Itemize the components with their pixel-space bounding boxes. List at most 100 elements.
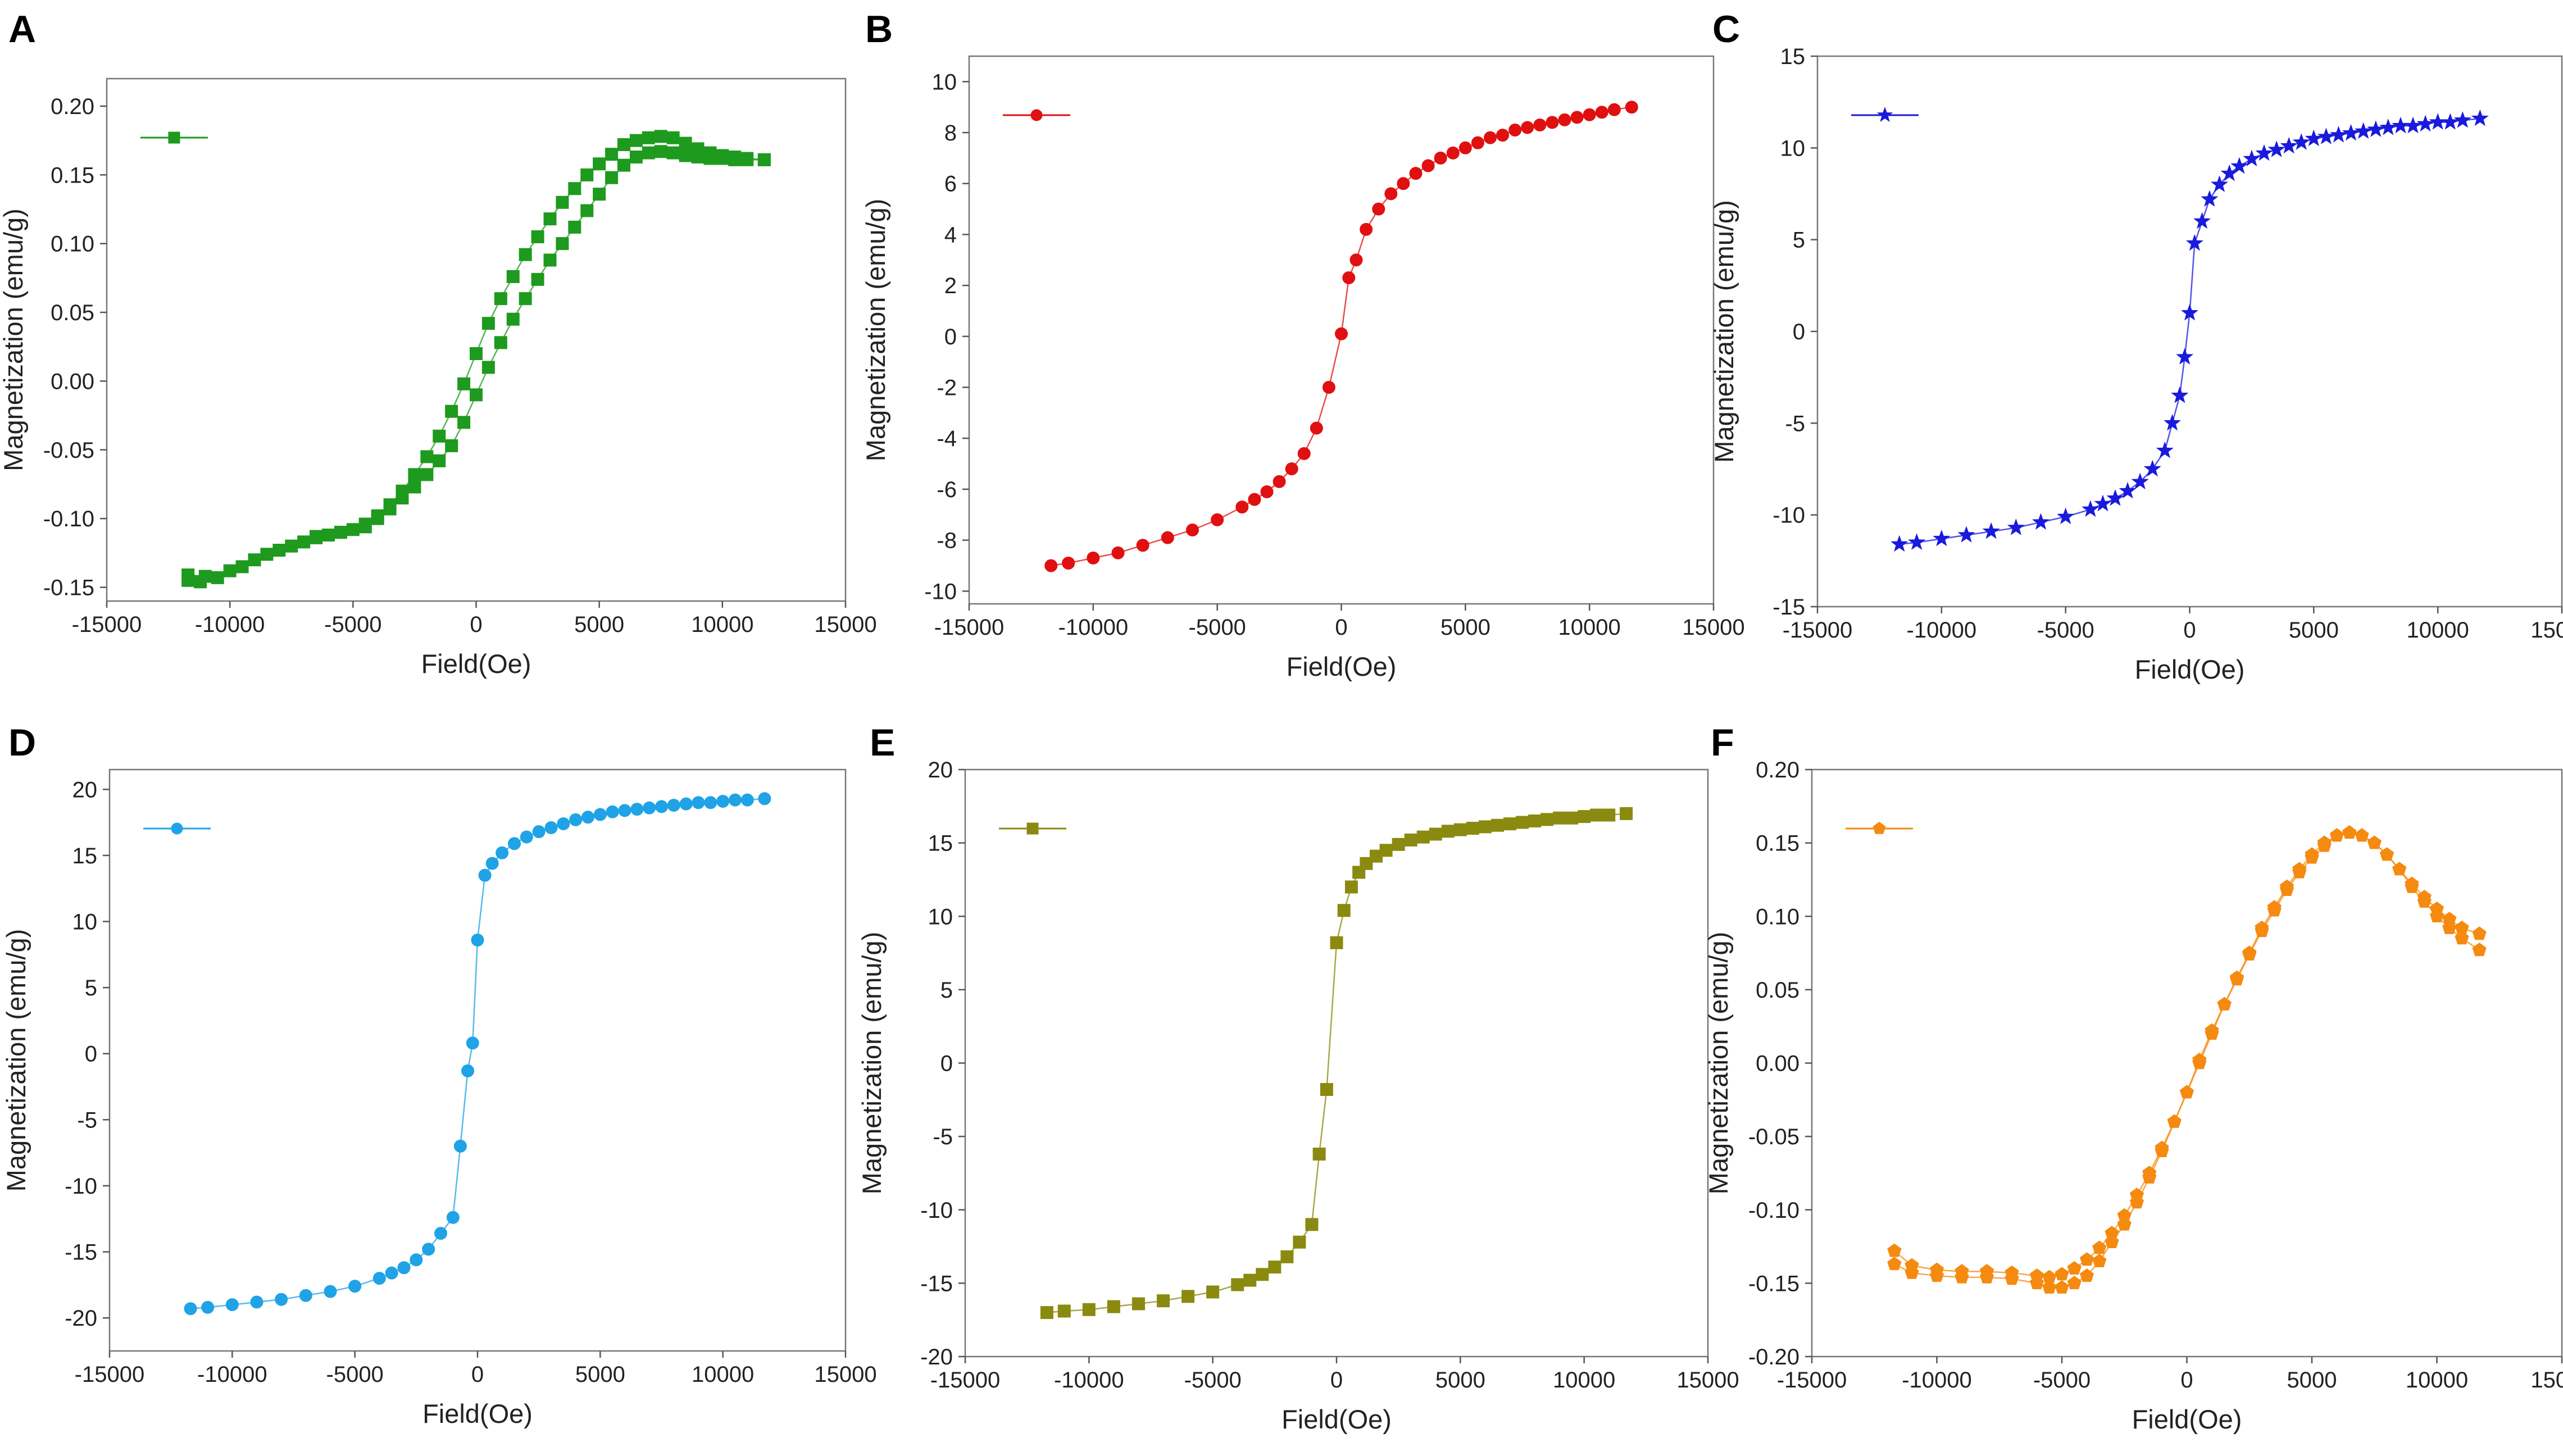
data-point bbox=[2131, 472, 2149, 490]
data-point bbox=[1379, 844, 1393, 857]
data-point bbox=[466, 1036, 479, 1050]
data-point bbox=[1496, 129, 1510, 142]
panel-a: A -15000 -10000 -5000 0 5000 10000 15000 -0.15 -0… bbox=[0, 8, 877, 679]
data-point bbox=[1434, 151, 1447, 165]
data-point bbox=[2329, 126, 2348, 143]
data-point bbox=[568, 220, 581, 234]
data-point bbox=[445, 439, 458, 452]
y-tick-label: 0.10 bbox=[51, 232, 94, 257]
data-point bbox=[348, 1280, 362, 1293]
legend-marker bbox=[1030, 109, 1043, 121]
y-tick-label: -0.15 bbox=[43, 576, 94, 600]
y-tick-label: 0 bbox=[85, 1042, 97, 1067]
data-point bbox=[1533, 118, 1547, 131]
data-point bbox=[2255, 923, 2269, 938]
data-point bbox=[1062, 556, 1075, 570]
y-tick-label: 0.15 bbox=[51, 163, 94, 188]
data-point bbox=[1235, 501, 1249, 514]
y-tick-label: -4 bbox=[937, 426, 957, 451]
data-point bbox=[2042, 1270, 2057, 1284]
data-point bbox=[481, 361, 495, 374]
y-tick-label: 0 bbox=[940, 1052, 953, 1076]
data-point bbox=[1082, 1303, 1096, 1316]
data-point bbox=[1887, 1243, 1902, 1257]
data-point bbox=[485, 857, 499, 870]
data-point bbox=[1330, 936, 1343, 949]
data-point bbox=[2367, 835, 2382, 849]
y-tick-label: -6 bbox=[937, 477, 957, 502]
y-tick-label: 10 bbox=[1780, 136, 1806, 161]
plot-area bbox=[106, 78, 847, 602]
data-point bbox=[1521, 121, 1534, 134]
data-point bbox=[2305, 129, 2323, 147]
data-point bbox=[605, 148, 619, 161]
x-tick-label: -10000 bbox=[195, 612, 265, 637]
y-tick-label: -8 bbox=[937, 529, 957, 553]
data-point bbox=[457, 416, 471, 429]
y-axis-label: Magnetization (emu/g) bbox=[1, 929, 31, 1192]
data-point bbox=[272, 543, 286, 557]
data-point bbox=[310, 531, 323, 544]
y-tick-label: -15 bbox=[65, 1240, 97, 1265]
data-point bbox=[2117, 1208, 2132, 1222]
data-point bbox=[2367, 120, 2385, 137]
data-point bbox=[531, 272, 544, 286]
data-point bbox=[1186, 523, 1199, 536]
data-point bbox=[629, 151, 643, 163]
panel-d: D -15000 -10000 -5000 0 5000 10000 15000 -20 -15 -… bbox=[1, 721, 877, 1428]
y-tick-label: 4 bbox=[944, 222, 957, 247]
y-tick-label: -10 bbox=[1773, 503, 1805, 528]
data-point bbox=[618, 804, 631, 817]
data-point bbox=[494, 292, 507, 306]
data-point bbox=[372, 1272, 386, 1285]
data-point bbox=[704, 796, 717, 809]
data-point bbox=[445, 404, 458, 418]
data-point bbox=[716, 149, 729, 162]
data-point bbox=[1161, 531, 1174, 544]
data-point bbox=[729, 793, 742, 807]
y-tick-label: 0.15 bbox=[1756, 831, 1799, 856]
data-point bbox=[2229, 972, 2244, 986]
data-point bbox=[1107, 1300, 1120, 1313]
x-axis-label: Field(Oe) bbox=[421, 649, 531, 679]
data-point bbox=[1181, 1290, 1195, 1303]
data-point bbox=[666, 146, 680, 160]
data-point bbox=[385, 1266, 398, 1280]
data-point bbox=[1111, 546, 1125, 559]
data-point bbox=[1297, 447, 1311, 460]
y-tick-label: 2 bbox=[944, 274, 957, 298]
data-point bbox=[461, 1064, 475, 1077]
data-point bbox=[434, 1227, 447, 1240]
data-point bbox=[1157, 1294, 1170, 1308]
x-tick-label: -5000 bbox=[2033, 1368, 2091, 1393]
data-point bbox=[410, 1253, 423, 1267]
data-point bbox=[2156, 442, 2174, 458]
data-point bbox=[397, 1261, 411, 1275]
data-point bbox=[1273, 475, 1286, 488]
data-point bbox=[568, 182, 581, 195]
x-tick-label: -5000 bbox=[1184, 1368, 1242, 1393]
data-point bbox=[2342, 825, 2357, 839]
data-point bbox=[1516, 816, 1529, 829]
data-point bbox=[2255, 144, 2273, 161]
panel-f: F -15000 -10000 -5000 0 5000 10000 15000 -0.20 -0… bbox=[1703, 721, 2563, 1434]
x-tick-label: -15000 bbox=[75, 1362, 145, 1387]
data-point bbox=[2416, 115, 2434, 132]
data-point bbox=[1565, 811, 1579, 825]
data-point bbox=[716, 794, 730, 808]
data-point bbox=[2082, 500, 2100, 517]
data-point bbox=[1484, 131, 1497, 144]
x-tick-label: -5000 bbox=[1189, 615, 1246, 640]
data-point bbox=[757, 153, 771, 166]
x-tick-label: -15000 bbox=[72, 612, 142, 637]
data-point bbox=[642, 131, 655, 144]
data-point bbox=[1384, 187, 1398, 201]
data-point bbox=[396, 484, 409, 498]
data-point bbox=[2176, 348, 2194, 365]
y-axis-label: Magnetization (emu/g) bbox=[861, 199, 890, 462]
x-tick-label: 0 bbox=[471, 1362, 484, 1387]
y-tick-label: 15 bbox=[72, 844, 98, 868]
data-point bbox=[606, 805, 619, 818]
panel-letter: E bbox=[870, 721, 895, 764]
y-tick-label: 10 bbox=[928, 904, 953, 929]
